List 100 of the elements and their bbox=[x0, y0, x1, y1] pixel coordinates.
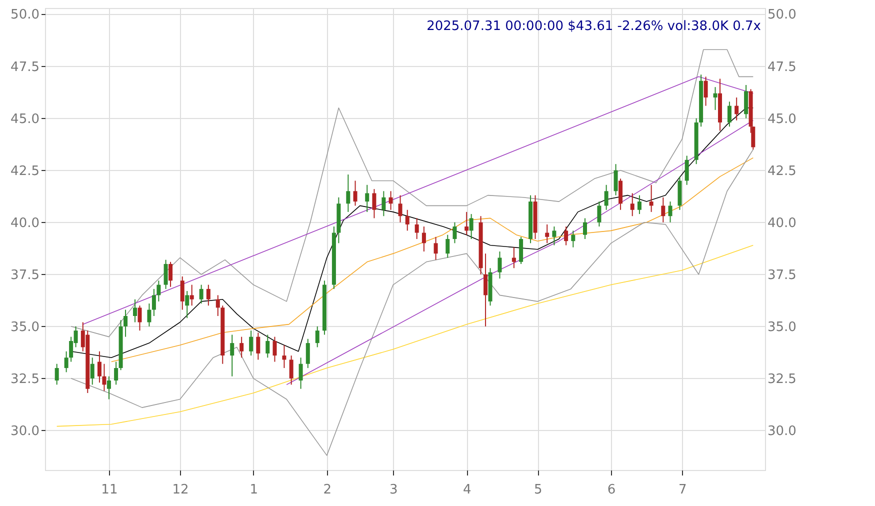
candlestick bbox=[272, 336, 277, 362]
y-tick-label: 50.0 bbox=[10, 8, 40, 23]
candlestick bbox=[398, 194, 402, 223]
candlestick bbox=[649, 184, 654, 212]
candlestick bbox=[564, 226, 568, 246]
candlestick bbox=[133, 298, 137, 323]
candlestick bbox=[124, 309, 128, 338]
candlestick bbox=[282, 344, 286, 369]
y2-tick-label: 30.0 bbox=[768, 424, 796, 439]
candlestick bbox=[597, 201, 602, 228]
y2-tick-label: 32.5 bbox=[768, 372, 796, 387]
candlestick bbox=[168, 261, 173, 288]
candlestick bbox=[713, 86, 718, 110]
y-tick-label: 35.0 bbox=[10, 320, 40, 335]
candlestick bbox=[519, 236, 524, 264]
candlestick bbox=[230, 334, 234, 377]
candlestick bbox=[147, 303, 152, 327]
candlestick bbox=[180, 276, 184, 310]
candlestick bbox=[661, 196, 666, 223]
y2-tick-label: 37.5 bbox=[768, 268, 796, 283]
x-tick-label: 5 bbox=[534, 482, 542, 498]
x-tick-label: 4 bbox=[462, 482, 472, 498]
candlestick bbox=[306, 338, 310, 369]
candlestick bbox=[512, 246, 516, 269]
candlestick bbox=[97, 350, 102, 384]
candlestick bbox=[668, 201, 672, 223]
candlestick bbox=[414, 218, 419, 240]
candlestick bbox=[552, 226, 556, 246]
candlestick bbox=[604, 184, 608, 210]
candlestick bbox=[464, 211, 469, 236]
y-tick-label: 47.5 bbox=[10, 60, 40, 75]
candlestick bbox=[156, 280, 161, 302]
candlestick bbox=[704, 76, 708, 106]
x-tick-label: 3 bbox=[390, 482, 398, 498]
candlestick bbox=[152, 288, 156, 316]
candlestick bbox=[614, 164, 618, 196]
y2-tick-label: 45.0 bbox=[768, 112, 796, 127]
y-tick-label: 42.5 bbox=[10, 164, 40, 179]
candlestick bbox=[190, 284, 194, 306]
candlestick bbox=[422, 226, 426, 252]
y2-tick-label: 47.5 bbox=[768, 60, 796, 75]
candlestick bbox=[289, 355, 294, 386]
y2-tick-label: 40.0 bbox=[768, 216, 796, 231]
y-tick-label: 30.0 bbox=[10, 424, 40, 439]
candlestick bbox=[353, 180, 358, 206]
candlestick bbox=[727, 101, 732, 128]
line-series bbox=[56, 244, 754, 427]
candlestick bbox=[630, 192, 634, 217]
candlestick bbox=[434, 236, 438, 260]
candlestick bbox=[266, 334, 270, 358]
line-series bbox=[70, 49, 754, 338]
candlestick bbox=[571, 230, 576, 248]
x-tick-label: 12 bbox=[172, 482, 189, 498]
candlestick bbox=[240, 336, 244, 358]
line-series bbox=[110, 157, 754, 362]
candlestick bbox=[734, 96, 739, 121]
x-tick-label: 1 bbox=[250, 482, 258, 498]
candlestick bbox=[199, 284, 204, 304]
candlestick bbox=[102, 363, 106, 392]
candlestick bbox=[346, 174, 350, 212]
candlestick bbox=[545, 224, 550, 244]
candlestick bbox=[637, 194, 642, 215]
candlestick bbox=[405, 209, 410, 232]
candlestick bbox=[185, 290, 190, 319]
candlestick bbox=[206, 284, 210, 306]
candlestick bbox=[106, 376, 111, 400]
x-tick-label: 7 bbox=[678, 482, 687, 498]
candlestick bbox=[583, 218, 587, 240]
candlestick bbox=[164, 259, 168, 290]
candlestick bbox=[372, 188, 376, 219]
candlestick bbox=[744, 84, 748, 119]
x-tick-label: 2 bbox=[323, 482, 332, 498]
candlestick bbox=[256, 332, 260, 360]
candlestick bbox=[64, 350, 68, 373]
text: 2025.07.31 00:00:00 $43.61 -2.26% vol:38.0K 0.7x bbox=[426, 19, 762, 34]
candlestick bbox=[469, 214, 474, 240]
candlestick bbox=[446, 234, 450, 258]
candlestick bbox=[315, 326, 320, 348]
x-tick-label: 11 bbox=[101, 482, 118, 498]
y2-tick-label: 50.0 bbox=[768, 8, 796, 23]
candlestick bbox=[618, 178, 623, 210]
candlestick bbox=[388, 190, 393, 210]
candlestick bbox=[298, 357, 303, 390]
candlestick bbox=[114, 361, 118, 386]
candlestick bbox=[484, 253, 488, 327]
x-tick-label: 6 bbox=[607, 482, 616, 498]
y-tick-label: 37.5 bbox=[10, 268, 40, 283]
candlestick bbox=[216, 294, 220, 316]
candlestick bbox=[365, 184, 370, 212]
candlestick bbox=[452, 222, 457, 244]
candlestick bbox=[138, 305, 142, 332]
candlestick bbox=[498, 250, 502, 280]
y-tick-label: 40.0 bbox=[10, 216, 40, 231]
y2-tick-label: 35.0 bbox=[768, 320, 796, 335]
candlestick bbox=[54, 363, 59, 386]
line-series bbox=[70, 149, 754, 456]
y2-tick-label: 42.5 bbox=[768, 164, 796, 179]
y-tick-label: 32.5 bbox=[10, 372, 40, 387]
candlestick bbox=[90, 357, 94, 386]
candlestick bbox=[684, 155, 689, 186]
